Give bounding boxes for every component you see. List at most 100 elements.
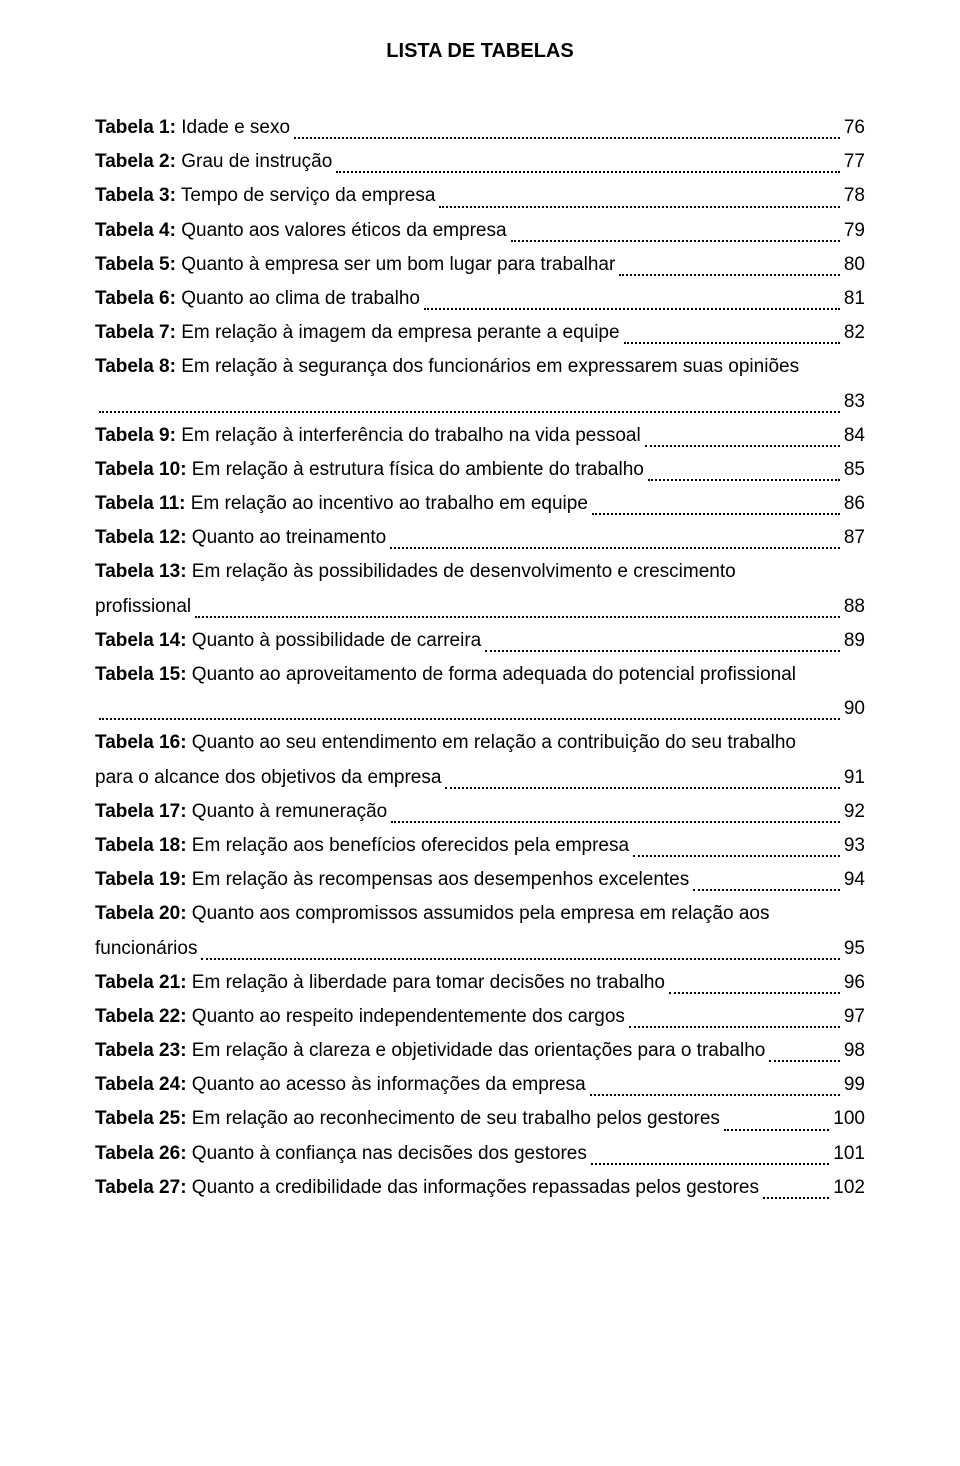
toc-entry: Tabela 4: Quanto aos valores éticos da e…	[95, 214, 865, 248]
toc-entry-prefix: Tabela 14:	[95, 630, 187, 651]
toc-entry-first-line: Tabela 15: Quanto ao aproveitamento de f…	[95, 658, 865, 692]
toc-entry-label: Tabela 6: Quanto ao clima de trabalho	[95, 282, 420, 316]
toc-entry: Tabela 10: Em relação à estrutura física…	[95, 453, 865, 487]
toc-entry-desc: Em relação às recompensas aos desempenho…	[187, 869, 690, 890]
toc-entry-desc: Quanto à confiança nas decisões dos gest…	[187, 1143, 587, 1164]
toc-entry-label: Tabela 3: Tempo de serviço da empresa	[95, 179, 435, 213]
toc-entry-first-line: Tabela 13: Em relação às possibilidades …	[95, 555, 865, 589]
toc-entry-desc: Idade e sexo	[176, 117, 290, 138]
leader-dots	[511, 240, 840, 242]
toc-entry-desc: Quanto ao acesso às informações da empre…	[187, 1074, 586, 1095]
toc-entry-page: 82	[844, 316, 865, 350]
toc-entry-page: 99	[844, 1068, 865, 1102]
toc-entry-label: Tabela 18: Em relação aos benefícios ofe…	[95, 829, 629, 863]
toc-entry: Tabela 15: Quanto ao aproveitamento de f…	[95, 658, 865, 726]
leader-dots	[769, 1060, 840, 1062]
toc-entry: Tabela 17: Quanto à remuneração92	[95, 795, 865, 829]
toc-entry-page: 90	[844, 692, 865, 726]
leader-dots	[336, 171, 840, 173]
toc-entry: Tabela 9: Em relação à interferência do …	[95, 419, 865, 453]
toc-entry: Tabela 23: Em relação à clareza e objeti…	[95, 1034, 865, 1068]
toc-entry-page: 83	[844, 385, 865, 419]
toc-entry: Tabela 18: Em relação aos benefícios ofe…	[95, 829, 865, 863]
toc-entry-desc-cont: para o alcance dos objetivos da empresa	[95, 761, 441, 795]
toc-entry-prefix: Tabela 5:	[95, 254, 176, 275]
toc-entry: Tabela 22: Quanto ao respeito independen…	[95, 1000, 865, 1034]
leader-dots	[391, 821, 840, 823]
toc-entry-page: 76	[844, 111, 865, 145]
toc-entry-desc: Quanto ao clima de trabalho	[176, 288, 420, 309]
toc-entry-desc: Em relação às possibilidades de desenvol…	[187, 561, 736, 582]
toc-entry-prefix: Tabela 27:	[95, 1177, 187, 1198]
toc-entry-page: 86	[844, 487, 865, 521]
toc-entry-page: 84	[844, 419, 865, 453]
toc-entry: Tabela 11: Em relação ao incentivo ao tr…	[95, 487, 865, 521]
toc-entry-page: 89	[844, 624, 865, 658]
toc-entry-second-line: profissional 88	[95, 590, 865, 624]
toc-entry-prefix: Tabela 15:	[95, 664, 187, 685]
leader-dots	[294, 137, 840, 139]
toc-entry: Tabela 26: Quanto à confiança nas decisõ…	[95, 1137, 865, 1171]
toc-entry-prefix: Tabela 8:	[95, 356, 176, 377]
toc-entry-page: 79	[844, 214, 865, 248]
toc-entry-page: 91	[844, 761, 865, 795]
toc-entry-desc: Em relação à interferência do trabalho n…	[176, 425, 641, 446]
toc-entry-desc-cont: profissional	[95, 590, 191, 624]
toc-entry-label: Tabela 26: Quanto à confiança nas decisõ…	[95, 1137, 587, 1171]
toc-entry-label: Tabela 1: Idade e sexo	[95, 111, 290, 145]
toc-entry-desc: Em relação à liberdade para tomar decisõ…	[187, 972, 665, 993]
toc-entry-desc: Em relação à imagem da empresa perante a…	[176, 322, 620, 343]
toc-entry-page: 78	[844, 179, 865, 213]
toc-entry-desc: Quanto aos compromissos assumidos pela e…	[187, 903, 770, 924]
toc-entry-desc: Quanto à remuneração	[187, 801, 388, 822]
toc-entry-desc: Em relação aos benefícios oferecidos pel…	[187, 835, 630, 856]
toc-entry-page: 102	[833, 1171, 865, 1205]
leader-dots	[485, 650, 840, 652]
toc-entry: Tabela 21: Em relação à liberdade para t…	[95, 966, 865, 1000]
toc-entry-page: 88	[844, 590, 865, 624]
toc-entry-label: Tabela 23: Em relação à clareza e objeti…	[95, 1034, 765, 1068]
toc-entry-prefix: Tabela 17:	[95, 801, 187, 822]
toc-entry-page: 96	[844, 966, 865, 1000]
toc-entry-label: Tabela 12: Quanto ao treinamento	[95, 521, 386, 555]
toc-entry: Tabela 25: Em relação ao reconhecimento …	[95, 1102, 865, 1136]
leader-dots	[633, 855, 840, 857]
toc-entry-label: Tabela 24: Quanto ao acesso às informaçõ…	[95, 1068, 586, 1102]
toc-entry-label: Tabela 9: Em relação à interferência do …	[95, 419, 641, 453]
leader-dots	[195, 616, 840, 618]
toc-entry-prefix: Tabela 16:	[95, 732, 187, 753]
toc-entry-first-line: Tabela 20: Quanto aos compromissos assum…	[95, 897, 865, 931]
toc-entry-prefix: Tabela 9:	[95, 425, 176, 446]
leader-dots	[619, 274, 840, 276]
toc-entry-second-line: funcionários95	[95, 932, 865, 966]
toc-entry-prefix: Tabela 26:	[95, 1143, 187, 1164]
toc-entry-prefix: Tabela 13:	[95, 561, 187, 582]
toc-entry: Tabela 8: Em relação à segurança dos fun…	[95, 350, 865, 418]
toc-entry-label: Tabela 19: Em relação às recompensas aos…	[95, 863, 689, 897]
toc-entry: Tabela 5: Quanto à empresa ser um bom lu…	[95, 248, 865, 282]
leader-dots	[424, 308, 840, 310]
toc-entry-prefix: Tabela 10:	[95, 459, 187, 480]
toc-entry-page: 85	[844, 453, 865, 487]
leader-dots	[724, 1129, 829, 1131]
toc-entry-label: Tabela 25: Em relação ao reconhecimento …	[95, 1102, 720, 1136]
toc-entry-prefix: Tabela 19:	[95, 869, 187, 890]
toc-entry-first-line: Tabela 16: Quanto ao seu entendimento em…	[95, 726, 865, 760]
toc-entry-desc-cont: funcionários	[95, 932, 197, 966]
leader-dots	[439, 206, 839, 208]
toc-entry-prefix: Tabela 12:	[95, 527, 187, 548]
leader-dots	[648, 479, 840, 481]
toc-entry: Tabela 14: Quanto à possibilidade de car…	[95, 624, 865, 658]
toc-entry-prefix: Tabela 18:	[95, 835, 187, 856]
toc-entry-prefix: Tabela 4:	[95, 220, 176, 241]
leader-dots	[629, 1026, 840, 1028]
leader-dots	[201, 958, 839, 960]
toc-entry: Tabela 19: Em relação às recompensas aos…	[95, 863, 865, 897]
toc-entry-prefix: Tabela 11:	[95, 493, 185, 514]
toc-entry-label: Tabela 2: Grau de instrução	[95, 145, 332, 179]
toc-entry-desc: Quanto ao respeito independentemente dos…	[187, 1006, 625, 1027]
toc-entry: Tabela 6: Quanto ao clima de trabalho81	[95, 282, 865, 316]
toc-entry-prefix: Tabela 23:	[95, 1040, 187, 1061]
table-of-contents: Tabela 1: Idade e sexo 76 Tabela 2: Grau d…	[95, 111, 865, 1205]
toc-entry-page: 98	[844, 1034, 865, 1068]
